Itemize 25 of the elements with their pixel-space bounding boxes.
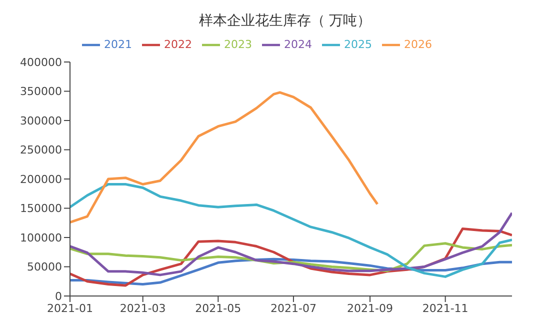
y-tick-label: 200000	[20, 172, 62, 186]
legend-label: 2026	[404, 38, 432, 52]
x-tick-label: 2021-01	[47, 302, 93, 315]
y-tick-label: 300000	[20, 114, 62, 128]
line-series	[70, 212, 512, 276]
x-tick-label: 2021-05	[195, 302, 242, 315]
y-tick-label: 350000	[20, 85, 62, 98]
y-tick-label: 150000	[20, 202, 62, 216]
line-series	[70, 91, 379, 224]
y-tick-label: 0	[55, 290, 62, 303]
chart-title: 样本企业花生库存（ 万吨）	[198, 12, 372, 30]
y-tick-label: 400000	[20, 56, 62, 69]
legend-label: 2025	[344, 38, 372, 52]
x-tick-label: 2021-07	[270, 302, 316, 315]
y-tick-label: 250000	[20, 144, 62, 157]
y-tick-label: 50000	[27, 260, 62, 274]
legend-label: 2022	[164, 38, 192, 52]
y-tick-label: 100000	[20, 231, 62, 244]
x-tick-label: 2021-03	[120, 302, 166, 315]
x-tick-label: 2021-09	[347, 302, 393, 315]
x-tick-label: 2021-11	[422, 302, 468, 315]
legend-label: 2023	[224, 38, 252, 52]
line-series	[70, 183, 512, 278]
legend-label: 2024	[284, 38, 312, 52]
legend-label: 2021	[104, 38, 132, 52]
